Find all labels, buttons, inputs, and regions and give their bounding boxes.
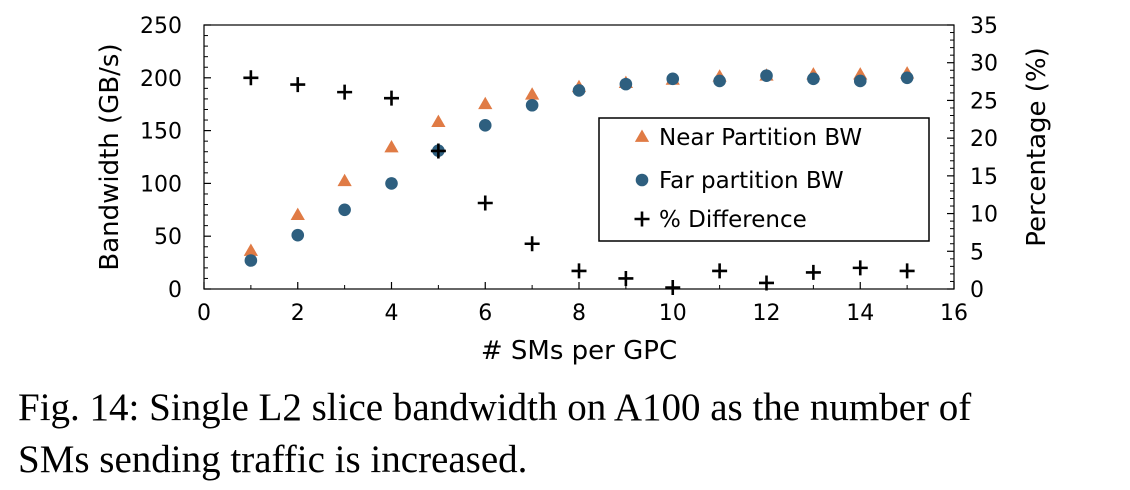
y2-tick-label: 10 <box>970 203 998 228</box>
x-tick-label: 2 <box>291 301 305 326</box>
far-partition-bw-point <box>760 69 773 82</box>
far-partition-bw-point <box>291 228 305 242</box>
y-tick-label: 200 <box>140 67 182 92</box>
near-partition-bw-point <box>431 114 446 128</box>
y2-tick-label: 5 <box>970 240 984 265</box>
y-tick-label: 100 <box>140 172 182 197</box>
y2-tick-label: 35 <box>970 14 998 39</box>
near-partition-bw-point <box>243 243 258 256</box>
near-partition-bw-point <box>337 173 352 187</box>
y-axis-label: Bandwidth (GB/s) <box>95 43 125 270</box>
y2-axis-label: Percentage (%) <box>1022 47 1052 247</box>
percent-difference-point <box>384 90 399 106</box>
marks-layer <box>243 66 915 295</box>
far-partition-bw-point <box>338 203 351 217</box>
y2-tick-label: 30 <box>970 52 998 77</box>
legend-label: Near Partition BW <box>659 125 862 151</box>
far-partition-bw-point <box>807 72 820 86</box>
x-tick-label: 4 <box>385 301 399 326</box>
far-partition-bw-point <box>572 84 586 97</box>
caption-line-2: SMs sending traffic is increased. <box>18 438 528 481</box>
y-tick-label: 0 <box>168 278 182 303</box>
percent-difference-point <box>852 260 868 276</box>
percent-difference-point <box>571 263 587 279</box>
legend: Near Partition BW Far partition BW % Diffe… <box>598 117 930 242</box>
near-partition-bw-point <box>384 139 399 153</box>
x-tick-label: 16 <box>940 301 968 326</box>
near-partition-bw-point <box>478 96 493 110</box>
bandwidth-scatter-chart: 0 2 4 6 8 10 12 14 16050100150200250051015202530… <box>95 14 1052 366</box>
percent-difference-point <box>243 70 259 86</box>
far-partition-bw-point <box>244 254 258 267</box>
percent-difference-point <box>712 263 728 279</box>
x-tick-label: 14 <box>846 301 874 326</box>
far-partition-bw-point <box>853 74 867 88</box>
caption-line-1: Fig. 14: Single L2 slice bandwidth on A1… <box>18 386 972 429</box>
legend-label: % Difference <box>659 207 807 233</box>
near-partition-bw-point <box>290 207 305 220</box>
percent-difference-point <box>337 84 353 100</box>
figure-caption: Fig. 14: Single L2 slice bandwidth on A1… <box>18 382 1118 486</box>
legend-marker <box>635 173 649 187</box>
near-partition-bw-point <box>525 87 540 100</box>
far-partition-bw-point <box>713 74 726 88</box>
x-tick-label: 12 <box>753 301 781 326</box>
legend-box <box>598 117 930 242</box>
percent-difference-point <box>759 275 774 291</box>
far-partition-bw-point <box>385 177 398 190</box>
percent-difference-point <box>290 77 306 93</box>
x-axis-label: # SMs per GPC <box>481 336 677 366</box>
far-partition-bw-point <box>478 119 492 132</box>
y-tick-label: 50 <box>154 225 182 250</box>
far-partition-bw-point <box>619 77 633 91</box>
y2-tick-label: 25 <box>970 89 998 114</box>
percent-difference-point <box>524 236 540 252</box>
x-tick-label: 6 <box>478 301 492 326</box>
legend-label: Far partition BW <box>659 168 844 194</box>
legend-marker <box>634 211 650 227</box>
plot-frame <box>203 24 955 290</box>
x-tick-label: 8 <box>572 301 586 326</box>
percent-difference-point <box>665 279 681 295</box>
ticks-layer: 0 2 4 6 8 10 12 14 16050100150200250051015202530… <box>140 14 998 326</box>
y2-tick-label: 15 <box>970 165 998 190</box>
y-tick-label: 150 <box>140 120 182 145</box>
far-partition-bw-point <box>525 98 539 112</box>
percent-difference-point <box>477 195 493 211</box>
percent-difference-point <box>618 270 634 286</box>
far-partition-bw-point <box>666 72 680 86</box>
x-tick-label: 10 <box>659 301 687 326</box>
legend-entries: Near Partition BW Far partition BW % Diffe… <box>634 125 862 233</box>
x-tick-label: 0 <box>197 301 211 326</box>
far-partition-bw-point <box>900 71 914 85</box>
y-tick-label: 250 <box>140 14 182 39</box>
percent-difference-point <box>899 263 915 279</box>
y2-tick-label: 0 <box>970 278 984 303</box>
percent-difference-point <box>805 264 821 280</box>
legend-marker <box>634 129 650 142</box>
percent-difference-point <box>430 143 446 159</box>
y2-tick-label: 20 <box>970 127 998 152</box>
